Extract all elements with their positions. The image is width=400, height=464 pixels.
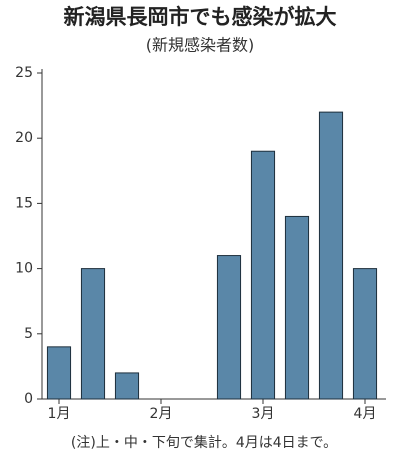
y-tick-label: 5 bbox=[24, 326, 33, 342]
bar bbox=[352, 268, 378, 400]
y-tick-label: 15 bbox=[15, 195, 33, 211]
chart-subtitle: (新規感染者数) bbox=[146, 36, 255, 55]
bar bbox=[114, 372, 140, 400]
bar bbox=[46, 346, 72, 400]
bar bbox=[318, 111, 344, 400]
bar bbox=[284, 215, 310, 400]
bar bbox=[216, 255, 242, 400]
x-tick-label: 4月 bbox=[354, 406, 377, 422]
y-tick-label: 10 bbox=[15, 261, 33, 277]
chart-title: 新潟県長岡市でも感染が拡大 bbox=[64, 5, 337, 29]
x-tick-label: 3月 bbox=[252, 406, 275, 422]
x-tick-label: 2月 bbox=[150, 406, 173, 422]
bar bbox=[80, 268, 106, 400]
y-tick-label: 0 bbox=[24, 391, 33, 407]
x-tick-label: 1月 bbox=[48, 406, 71, 422]
y-tick-label: 20 bbox=[15, 130, 33, 146]
y-tick-label: 25 bbox=[15, 65, 33, 81]
footnote: (注)上・中・下旬で集計。4月は4日まで。 bbox=[71, 434, 337, 451]
bar bbox=[250, 150, 276, 400]
